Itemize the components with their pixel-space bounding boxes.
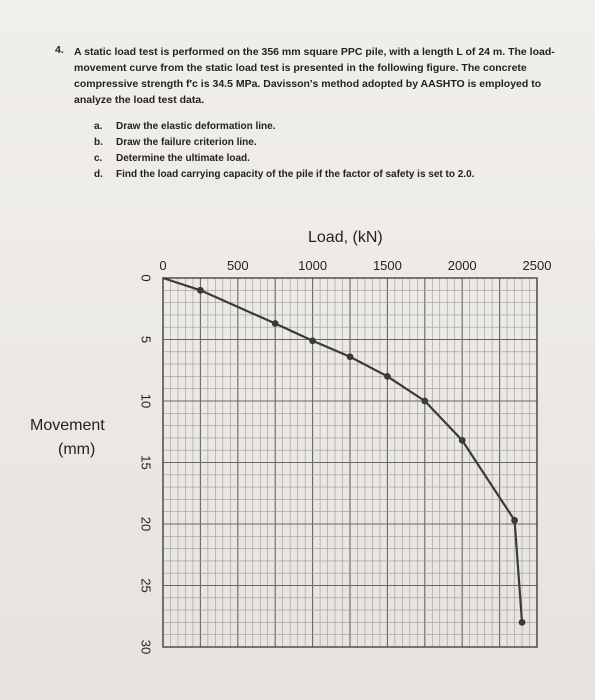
series-line <box>162 276 524 623</box>
problem-line: analyze the load test data. <box>74 94 205 106</box>
y-tick-label: 0 <box>139 274 154 281</box>
y-tick-label: 10 <box>139 394 154 408</box>
part-label: d. <box>94 169 103 180</box>
problem-line: A static load test is performed on the 3… <box>74 46 555 58</box>
data-point <box>384 373 391 380</box>
part-label: b. <box>94 137 103 148</box>
x-axis-ticks: 0 500 1000 1500 2000 2500 <box>159 258 551 273</box>
x-tick-label: 2000 <box>448 258 477 273</box>
plot-frame <box>162 277 538 648</box>
x-tick-label: 1000 <box>298 258 327 273</box>
question-parts: a. Draw the elastic deformation line. b. D… <box>94 119 474 183</box>
problem-line: movement curve from the static load test… <box>74 62 527 74</box>
part-b: b. Draw the failure criterion line. <box>94 135 474 151</box>
part-c: c. Determine the ultimate load. <box>94 151 474 167</box>
x-axis-title: Load, (kN) <box>308 229 383 246</box>
chart-grid <box>162 277 538 648</box>
data-point <box>197 286 204 294</box>
data-point <box>511 516 518 524</box>
problem-line: compressive strength f′c is 34.5 MPa. Da… <box>74 78 542 90</box>
y-tick-label: 30 <box>139 640 154 654</box>
y-axis-title-line1: Movement <box>30 417 105 434</box>
part-label: a. <box>94 121 103 132</box>
data-point <box>458 436 466 444</box>
y-tick-label: 5 <box>139 336 154 343</box>
y-axis-title-line2: (mm) <box>58 441 96 458</box>
part-d: d. Find the load carrying capacity of the… <box>94 167 474 183</box>
x-tick-label: 2500 <box>523 258 552 273</box>
part-text: Draw the failure criterion line. <box>116 137 257 148</box>
problem-statement: A static load test is performed on the 3… <box>74 44 569 108</box>
part-label: c. <box>94 153 103 164</box>
data-point <box>346 353 354 361</box>
x-tick-label: 0 <box>159 258 166 273</box>
part-a: a. Draw the elastic deformation line. <box>94 119 474 135</box>
x-tick-label: 1500 <box>373 258 402 273</box>
load-movement-curve <box>162 276 526 626</box>
y-tick-label: 25 <box>139 578 154 592</box>
data-point <box>518 619 526 626</box>
data-point <box>421 397 429 405</box>
y-axis-ticks: 0 5 10 15 20 25 30 <box>139 274 154 654</box>
y-tick-label: 15 <box>139 455 154 469</box>
part-text: Determine the ultimate load. <box>116 153 250 164</box>
y-tick-label: 20 <box>139 517 154 531</box>
x-tick-label: 500 <box>227 258 249 273</box>
data-point <box>309 337 316 345</box>
part-text: Find the load carrying capacity of the p… <box>116 169 475 180</box>
data-point <box>271 320 279 327</box>
y-axis-title: Movement (mm) <box>30 414 105 462</box>
part-text: Draw the elastic deformation line. <box>116 121 276 132</box>
question-number: 4. <box>55 44 64 56</box>
